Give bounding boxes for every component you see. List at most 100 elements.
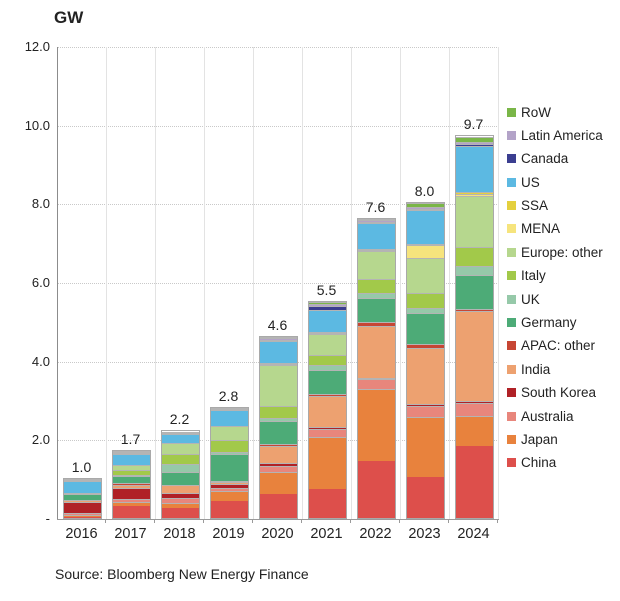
gridline-10.0: [58, 125, 499, 127]
y-axis-tick-label: 8.0: [31, 196, 50, 212]
bar-segment-china-2023: [407, 476, 444, 518]
bar-segment-italy-2018: [162, 454, 199, 464]
legend-item-europe-other: Europe: other: [507, 245, 603, 260]
bar-segment-ssa-2020: [260, 362, 297, 364]
legend-swatch-icon: [507, 201, 516, 211]
bar-segment-australia-2020: [260, 466, 297, 473]
bar-segment-apac-other-2017: [113, 483, 150, 485]
bar-segment-south-korea-2023: [407, 403, 444, 407]
gridline-8.0: [58, 204, 499, 206]
y-axis-tick-label: 10.0: [24, 117, 50, 133]
stacked-bar-2018: [161, 430, 200, 519]
bar-segment-row-2017: [113, 451, 150, 453]
bar-segment-row-2022: [358, 219, 395, 221]
legend-label: SSA: [521, 198, 549, 214]
legend-item-japan: Japan: [507, 431, 603, 447]
bar-segment-germany-2020: [260, 420, 297, 445]
legend-label: Canada: [521, 151, 569, 167]
bar-segment-canada-2020: [260, 340, 297, 342]
bar-segment-india-2016: [64, 500, 101, 502]
category-separator: [204, 47, 205, 519]
bar-segment-latin-america-2018: [162, 432, 199, 434]
bar-segment-europe-other-2024: [456, 196, 493, 248]
stacked-bar-2020: [259, 336, 298, 519]
legend-item-germany: Germany: [507, 315, 603, 331]
legend-item-apac-other: APAC: other: [507, 338, 603, 353]
bar-segment-ssa-2023: [407, 243, 444, 245]
stacked-bar-2017: [112, 450, 151, 519]
bar-segment-italy-2023: [407, 292, 444, 308]
legend-label: India: [521, 361, 551, 377]
x-axis-label-2020: 2020: [261, 526, 294, 542]
bar-total-label-2016: 1.0: [71, 458, 92, 475]
bar-segment-uk-2016: [64, 492, 101, 495]
y-axis-tick-label: 2.0: [31, 432, 50, 448]
category-separator: [498, 47, 499, 519]
bar-segment-south-korea-2017: [113, 487, 150, 499]
legend-swatch-icon: [507, 294, 516, 304]
bar-segment-india-2023: [407, 347, 444, 404]
bar-segment-uk-2022: [358, 292, 395, 298]
bar-segment-apac-other-2021: [309, 393, 346, 396]
bar-segment-us-2024: [456, 145, 493, 193]
legend-label: RoW: [521, 104, 551, 120]
bar-segment-italy-2024: [456, 247, 493, 266]
bar-segment-china-2022: [358, 461, 395, 518]
bar-segment-germany-2016: [64, 494, 101, 500]
bar-segment-uk-2020: [260, 417, 297, 421]
legend-item-india: India: [507, 361, 603, 377]
bar-segment-mena-2020: [260, 363, 297, 365]
bar-segment-canada-2023: [407, 209, 444, 211]
legend-label: Japan: [521, 431, 558, 447]
legend-label: Germany: [521, 315, 577, 331]
category-separator: [449, 47, 450, 519]
legend-swatch-icon: [507, 434, 516, 444]
legend-item-row: RoW: [507, 104, 603, 120]
bar-segment-latin-america-2016: [64, 479, 101, 481]
legend-swatch-icon: [507, 341, 516, 351]
bar-segment-apac-other-2020: [260, 444, 297, 446]
x-axis-tick: [301, 519, 302, 523]
y-axis-unit-title: GW: [54, 8, 84, 27]
bar-segment-germany-2018: [162, 472, 199, 486]
bar-segment-japan-2021: [309, 437, 346, 489]
legend-swatch-icon: [507, 411, 516, 421]
category-separator: [302, 47, 303, 519]
bar-segment-germany-2017: [113, 476, 150, 484]
bar-segment-germany-2021: [309, 370, 346, 394]
bar-segment-mena-2022: [358, 249, 395, 251]
bar-segment-row-2021: [309, 301, 346, 305]
bar-segment-italy-2020: [260, 405, 297, 418]
bar-segment-india-2018: [162, 485, 199, 494]
bar-segment-south-korea-2019: [211, 484, 248, 489]
bar-segment-canada-2021: [309, 305, 346, 310]
bar-segment-europe-other-2020: [260, 364, 297, 406]
bar-segment-china-2017: [113, 506, 150, 518]
bar-segment-china-2021: [309, 488, 346, 518]
legend-label: MENA: [521, 221, 561, 237]
gridline-6.0: [58, 283, 499, 284]
bar-segment-south-korea-2020: [260, 463, 297, 467]
bar-segment-latin-america-2022: [358, 220, 395, 222]
bar-segment-mena-2024: [456, 194, 493, 197]
legend-swatch-icon: [507, 458, 516, 468]
bar-segment-australia-2023: [407, 406, 444, 418]
x-axis-label-2021: 2021: [310, 526, 343, 542]
bar-segment-china-2020: [260, 493, 297, 518]
bar-segment-italy-2017: [113, 469, 150, 475]
bar-segment-australia-2019: [211, 488, 248, 491]
legend-item-south-korea: South Korea: [507, 385, 603, 400]
x-axis-label-2023: 2023: [408, 526, 441, 542]
legend-swatch-icon: [507, 107, 516, 117]
bar-segment-japan-2022: [358, 388, 395, 462]
bar-segment-japan-2017: [113, 501, 150, 507]
bar-segment-south-korea-2018: [162, 493, 199, 499]
bar-segment-india-2022: [358, 325, 395, 378]
x-axis-tick: [497, 519, 498, 523]
bar-segment-uk-2021: [309, 365, 346, 371]
bar-segment-apac-other-2022: [358, 322, 395, 326]
y-axis-tick-label: 4.0: [31, 353, 50, 369]
legend-item-australia: Australia: [507, 409, 603, 424]
bar-segment-row-2018: [162, 431, 199, 433]
